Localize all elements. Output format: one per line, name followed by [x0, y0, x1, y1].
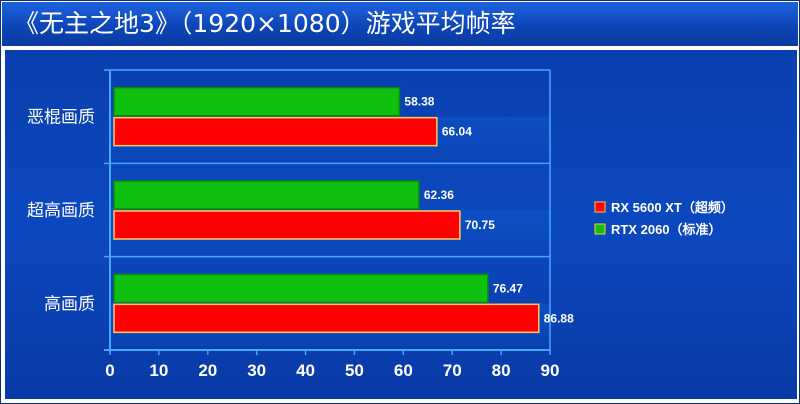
value-label: 86.88	[544, 311, 574, 325]
x-tick-label: 40	[296, 361, 315, 380]
x-tick-label: 70	[443, 361, 462, 380]
legend-label: RX 5600 XT（超频）	[611, 200, 734, 215]
x-tick-label: 10	[149, 361, 168, 380]
title-bar: 《无主之地3》（1920×1080）游戏平均帧率	[2, 2, 798, 46]
value-label: 62.36	[424, 188, 454, 202]
legend-swatch	[594, 201, 606, 213]
category-label: 高画质	[44, 294, 95, 314]
x-tick-label: 0	[105, 361, 114, 380]
plot-area: 0 10 20 30 40 50 60 70 80 90 恶棍画质 58.38 66.04 超高画质 62.…	[5, 50, 797, 399]
value-label: 66.04	[442, 125, 472, 139]
bar-rx-5600-xt	[113, 116, 438, 147]
bar-chart: 0 10 20 30 40 50 60 70 80 90 恶棍画质 58.38 66.04 超高画质 62.…	[27, 69, 734, 380]
bar-rx-5600-xt	[113, 210, 461, 240]
x-tick-label: 30	[247, 361, 266, 380]
legend-swatch	[594, 223, 606, 235]
category-label: 超高画质	[27, 201, 95, 221]
x-tick-label: 90	[541, 361, 560, 380]
legend-label: RTX 2060（标准）	[611, 222, 722, 237]
x-tick-label: 20	[198, 361, 217, 380]
bar-rtx-2060	[113, 180, 420, 210]
x-tick-label: 60	[394, 361, 413, 380]
value-label: 58.38	[404, 95, 434, 109]
value-label: 76.47	[493, 281, 523, 295]
bar-rx-5600-xt	[113, 303, 540, 334]
x-tick-label: 50	[345, 361, 364, 380]
value-label: 70.75	[465, 218, 495, 232]
x-tick-label: 80	[492, 361, 511, 380]
bar-rtx-2060	[113, 273, 489, 304]
chart-title: 《无主之地3》（1920×1080）游戏平均帧率	[14, 9, 516, 38]
category-label: 恶棍画质	[27, 108, 95, 128]
bar-rtx-2060	[113, 86, 401, 117]
